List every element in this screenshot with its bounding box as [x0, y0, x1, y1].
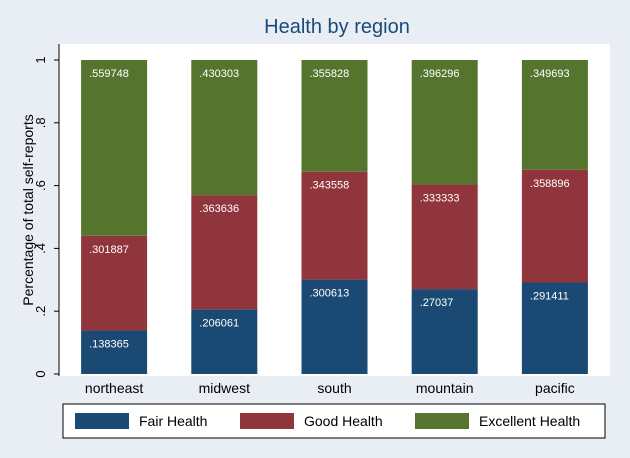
bar-segment	[191, 309, 258, 374]
bar-segment	[81, 235, 148, 331]
x-tick-label: pacific	[535, 380, 575, 396]
x-tick-label: mountain	[416, 380, 474, 396]
bar-segment	[191, 60, 258, 196]
data-label: .291411	[530, 290, 569, 302]
data-label: .355828	[310, 68, 350, 80]
y-tick-label: 0	[33, 370, 48, 377]
legend-box	[62, 403, 606, 439]
data-label: .363636	[199, 203, 239, 215]
y-tick-label: .8	[33, 117, 48, 128]
data-label: .396296	[420, 68, 460, 80]
bar-segment	[81, 330, 148, 374]
data-label: .349693	[530, 68, 570, 80]
y-tick-label: 1	[33, 56, 48, 63]
x-ticks: northeast midwest south mountain pacific	[85, 380, 575, 396]
bar-segment	[411, 184, 478, 290]
x-tick-label: south	[317, 380, 351, 396]
data-label: .333333	[420, 192, 460, 204]
data-label: .430303	[199, 68, 239, 80]
data-label: .27037	[420, 297, 454, 309]
y-tick-label: .6	[33, 180, 48, 191]
bar-segment	[301, 171, 368, 280]
bar-segment	[301, 279, 368, 374]
chart-title: Health by region	[264, 16, 410, 38]
y-ticks: 0 .2 .4 .6 .8 1	[33, 56, 59, 378]
data-label: .138365	[89, 339, 129, 351]
y-tick-label: .4	[33, 243, 48, 254]
bar-segment	[81, 60, 148, 236]
legend-swatch	[240, 413, 294, 429]
data-label: .559748	[89, 68, 129, 80]
legend-label: Fair Health	[139, 413, 207, 429]
bar-segment	[411, 289, 478, 374]
bar-segment	[521, 60, 588, 170]
bars: .138365 .301887 .559748 .206061 .363636 .4303…	[81, 60, 588, 374]
bar-segment	[301, 60, 368, 172]
data-label: .206061	[199, 317, 239, 329]
legend-swatch	[75, 413, 129, 429]
bar-segment	[521, 282, 588, 374]
bar-segment	[411, 60, 478, 185]
data-label: .358896	[530, 178, 570, 190]
data-label: .300613	[310, 288, 350, 300]
legend: Fair Health Good Health Excellent Health	[62, 403, 606, 439]
y-axis-label: Percentage of total self-reports	[20, 114, 36, 305]
legend-label: Excellent Health	[479, 413, 580, 429]
x-tick-label: northeast	[85, 380, 143, 396]
y-tick-label: .2	[33, 306, 48, 317]
legend-swatch	[415, 413, 469, 429]
data-label: .301887	[89, 244, 129, 256]
legend-label: Good Health	[304, 413, 383, 429]
bar-segment	[191, 195, 258, 310]
bar-segment	[521, 169, 588, 283]
x-tick-label: midwest	[199, 380, 250, 396]
data-label: .343558	[310, 180, 350, 192]
